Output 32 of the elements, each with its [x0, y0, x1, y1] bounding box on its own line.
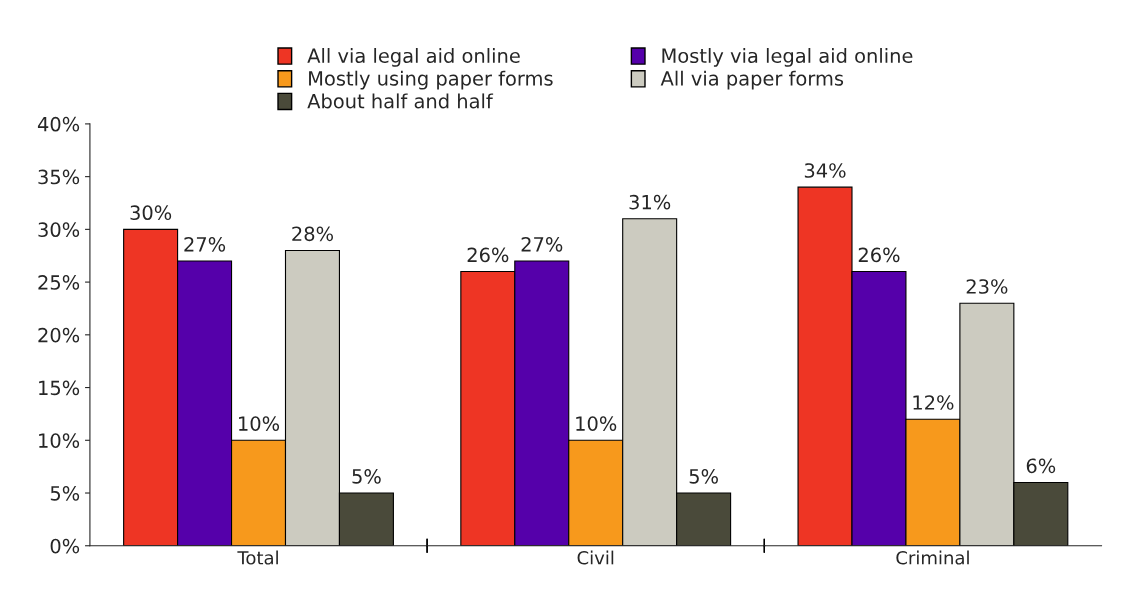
legend-label: All via paper forms: [660, 70, 844, 90]
x-tick-label: Total: [237, 550, 278, 565]
legend-label: Mostly using paper forms: [309, 70, 553, 90]
text: 5%: [689, 468, 718, 484]
legend-label: All via legal aid online: [307, 47, 520, 67]
y-tick-label: 0%: [50, 538, 80, 554]
y-tick-label: 40%: [37, 116, 80, 132]
x-tick-label: Criminal: [896, 550, 969, 565]
text: 26%: [467, 247, 509, 263]
text: 26%: [858, 247, 900, 263]
y-tick-label: 25%: [38, 275, 80, 290]
text: 23%: [966, 279, 1008, 294]
text: 10%: [576, 416, 617, 431]
y-tick-label: 15%: [39, 380, 80, 396]
legend-label: Mostly via legal aid online: [662, 47, 913, 67]
x-tick-label: Civil: [577, 550, 614, 565]
text: 34%: [804, 163, 846, 178]
text: 30%: [130, 205, 172, 221]
text: 5%: [352, 468, 381, 484]
y-tick-label: 30%: [38, 222, 80, 238]
text: 27%: [184, 236, 226, 252]
legend-label: About half and half: [307, 93, 494, 109]
text: 28%: [292, 226, 334, 242]
y-tick-label: 5%: [50, 485, 80, 501]
y-tick-label: 35%: [38, 169, 80, 185]
text: 31%: [629, 194, 671, 210]
y-tick-label: 10%: [39, 433, 80, 448]
text: 27%: [521, 236, 563, 252]
y-tick-label: 20%: [38, 327, 80, 343]
text: 12%: [913, 395, 954, 410]
text: 10%: [239, 416, 280, 431]
text: 6%: [1026, 458, 1056, 474]
